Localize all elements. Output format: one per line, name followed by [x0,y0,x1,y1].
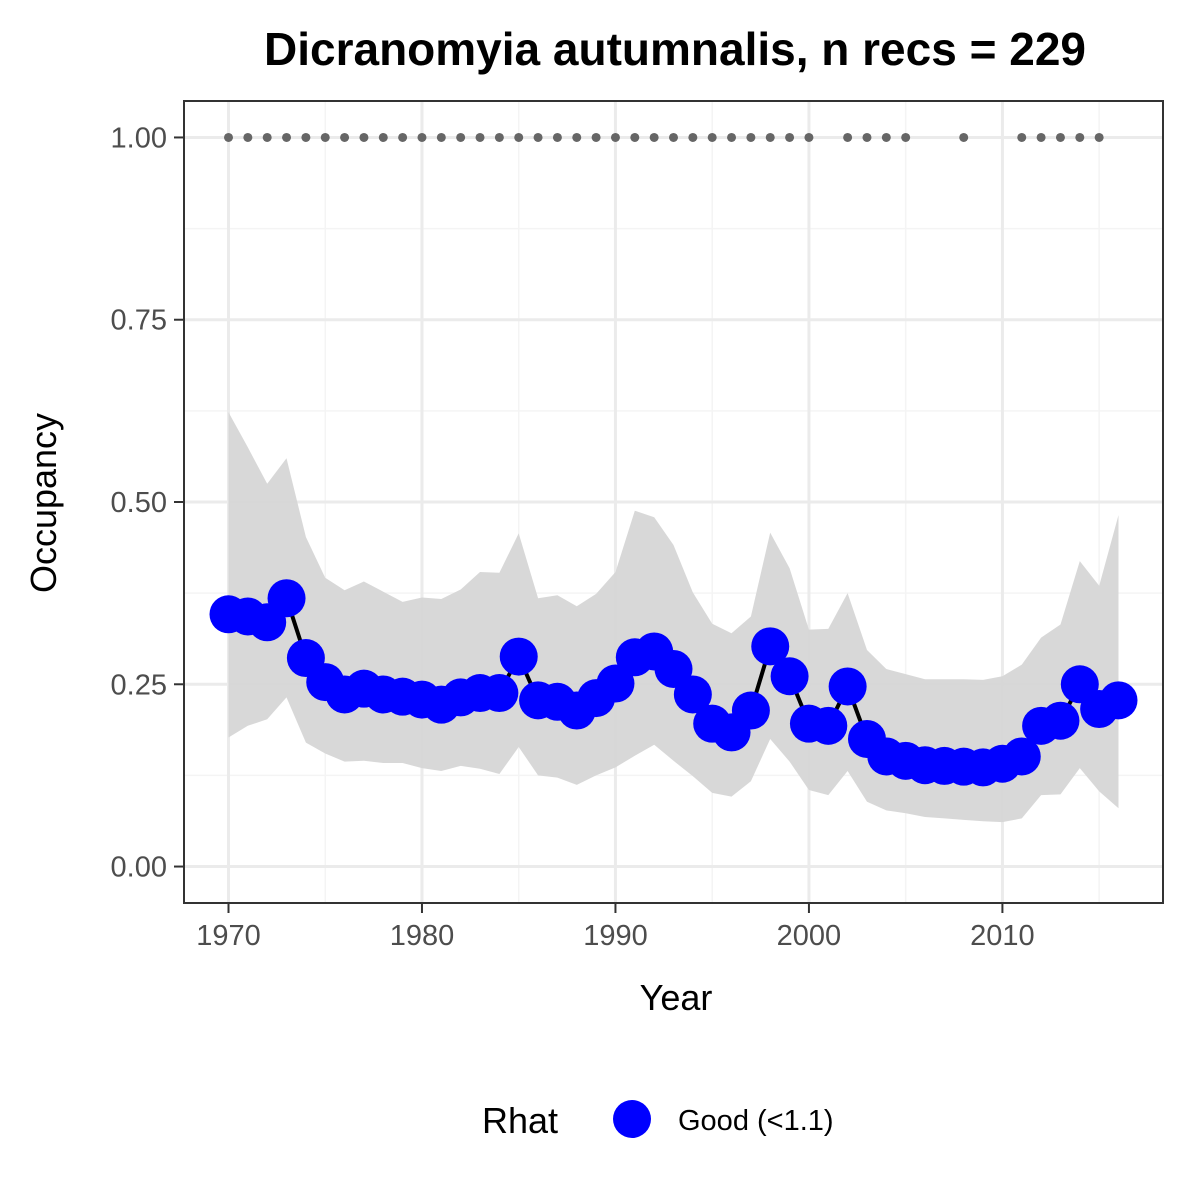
occupancy-point [480,674,519,713]
record-year-dot [552,132,562,142]
x-axis-title: Year [640,977,713,1018]
y-tick-label: 1.00 [111,122,167,154]
record-year-dot [785,132,795,142]
axis-ticks: 1970 1980 1990 2000 2010 0.00 0.25 0.50 0.75 1.00 [111,122,1035,952]
y-tick-label: 0.50 [111,487,167,519]
record-year-dot [959,132,969,142]
occupancy-point [770,657,809,696]
occupancy-point [1099,681,1138,720]
record-year-dot [514,132,524,142]
record-year-dot [1036,132,1046,142]
record-year-dot [398,132,408,142]
y-tick-label: 0.00 [111,852,167,884]
y-axis-title: Occupancy [23,413,64,593]
occupancy-point [809,706,848,745]
record-year-dot [707,132,717,142]
record-year-dot [224,132,233,142]
chart-title: Dicranomyia autumnalis, n recs = 229 [264,23,1086,75]
record-year-dot [688,132,698,142]
record-year-dot [804,132,814,142]
record-year-dot [417,132,427,142]
record-year-dot [862,132,872,142]
record-year-dot [243,132,253,142]
occupancy-point [1002,737,1041,776]
record-year-dot [649,132,659,142]
y-tick-label: 0.25 [111,669,167,701]
record-year-dot [1055,132,1065,142]
occupancy-point [828,667,867,706]
record-year-dot [901,132,911,142]
occupancy-point [751,627,790,666]
record-year-dot [436,132,446,142]
record-year-dot [591,132,601,142]
record-year-dot [494,132,504,142]
record-year-dot [378,132,388,142]
record-year-dot [340,132,350,142]
x-tick-label: 1990 [583,920,648,952]
record-year-dot [881,132,891,142]
record-year-dot [610,132,620,142]
occupancy-point [1041,701,1080,740]
record-year-dot [765,132,775,142]
occupancy-point [731,691,770,730]
record-year-dot [1017,132,1027,142]
record-year-dot [359,132,369,142]
x-tick-label: 1980 [390,920,455,952]
legend-title: Rhat [482,1100,558,1141]
record-year-dot [843,132,853,142]
record-year-dot [320,132,330,142]
record-year-dot [282,132,292,142]
record-year-dot [669,132,678,142]
occupancy-point [499,637,538,676]
occupancy-point [673,675,712,714]
record-year-dot [727,132,737,142]
x-tick-label: 2000 [777,920,842,952]
x-tick-label: 1970 [196,920,261,952]
occupancy-point [267,579,306,618]
record-year-dot [630,132,640,142]
occupancy-point [596,664,635,703]
record-year-dot [746,132,756,142]
occupancy-points-layer [209,579,1138,787]
legend: Rhat Good (<1.1) [482,1100,834,1141]
record-year-dot [533,132,543,142]
legend-key-good [613,1100,651,1138]
x-tick-label: 2010 [970,920,1035,952]
record-years-layer [224,132,1104,142]
record-year-dot [572,132,582,142]
record-year-dot [1075,132,1085,142]
record-year-dot [456,132,466,142]
record-year-dot [475,132,485,142]
y-tick-label: 0.75 [111,305,167,337]
record-year-dot [1094,132,1104,142]
record-year-dot [301,132,311,142]
legend-label-good: Good (<1.1) [678,1105,834,1137]
record-year-dot [262,132,272,142]
